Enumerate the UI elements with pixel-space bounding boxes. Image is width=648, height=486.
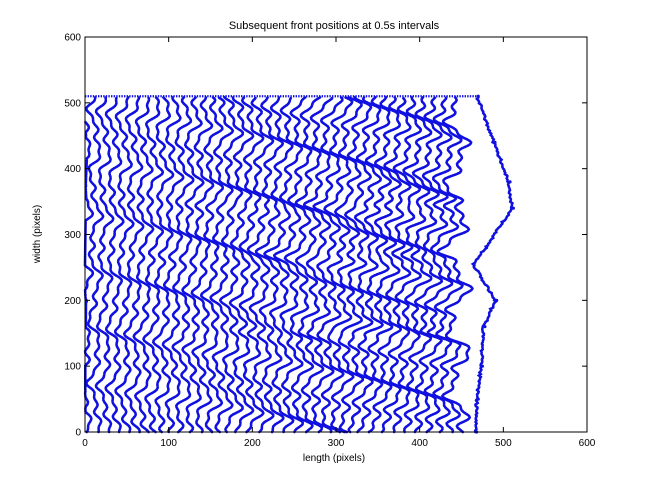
- y-tick-label: 0: [75, 428, 81, 439]
- front-line: [436, 96, 474, 434]
- front-point: [480, 364, 485, 368]
- front-line: [190, 96, 215, 434]
- front-point: [485, 246, 489, 250]
- x-tick-label: 300: [328, 438, 345, 449]
- front-point: [511, 206, 515, 210]
- x-tick-label: 600: [579, 438, 596, 449]
- chart-title: Subsequent front positions at 0.5s inter…: [229, 20, 440, 32]
- front-line: [353, 96, 385, 434]
- front-line: [181, 96, 205, 434]
- data-layer: [83, 94, 515, 434]
- front-line: [333, 96, 365, 434]
- front-line: [262, 96, 295, 434]
- x-tick-label: 400: [411, 438, 428, 449]
- y-tick-label: 100: [64, 362, 81, 373]
- front-line: [83, 120, 95, 434]
- front-line: [218, 96, 245, 434]
- y-tick-label: 600: [64, 33, 81, 44]
- front-line: [84, 96, 105, 434]
- x-axis: 0 100 200 300 400 500 600: [82, 37, 596, 449]
- front-point: [508, 180, 512, 184]
- front-line: [254, 96, 285, 434]
- front-line: [132, 96, 155, 434]
- front-line: [402, 96, 433, 434]
- front-line: [171, 96, 195, 434]
- front-line: [209, 96, 235, 434]
- front-line: [228, 96, 255, 434]
- front-line: [312, 96, 345, 434]
- front-point: [476, 94, 480, 98]
- front-line: [323, 96, 355, 434]
- front-point: [493, 140, 497, 144]
- x-tick-label: 200: [244, 438, 261, 449]
- front-point: [472, 262, 476, 266]
- x-axis-label: length (pixels): [303, 453, 365, 464]
- front-line: [382, 96, 412, 434]
- y-axis-label: width (pixels): [32, 205, 43, 264]
- y-tick-label: 300: [64, 230, 81, 241]
- front-line: [411, 96, 444, 434]
- front-line: [294, 96, 325, 434]
- y-tick-label: 500: [64, 98, 81, 109]
- front-line: [392, 96, 423, 434]
- front-line: [151, 96, 175, 434]
- front-line: [373, 96, 403, 434]
- x-tick-label: 500: [495, 438, 512, 449]
- front-line: [343, 96, 374, 434]
- y-tick-label: 400: [64, 164, 81, 175]
- front-line: [272, 96, 305, 434]
- front-line: [246, 96, 275, 434]
- y-axis: 0 100 200 300 400 500 600: [64, 33, 587, 439]
- front-line: [161, 96, 185, 434]
- front-line: [363, 96, 394, 434]
- front-point: [476, 397, 480, 401]
- front-line: [122, 96, 145, 434]
- front-line: [199, 96, 225, 434]
- front-point: [495, 298, 499, 302]
- front-line: [142, 96, 165, 434]
- front-line: [421, 96, 454, 434]
- front-line: [283, 96, 315, 434]
- x-tick-label: 0: [82, 438, 88, 449]
- x-tick-label: 100: [160, 438, 177, 449]
- front-line: [104, 96, 125, 434]
- front-line: [429, 96, 464, 434]
- front-line: [238, 96, 265, 434]
- front-line: [113, 96, 135, 434]
- front-line: [94, 96, 115, 434]
- front-point: [483, 325, 487, 329]
- y-tick-label: 200: [64, 296, 81, 307]
